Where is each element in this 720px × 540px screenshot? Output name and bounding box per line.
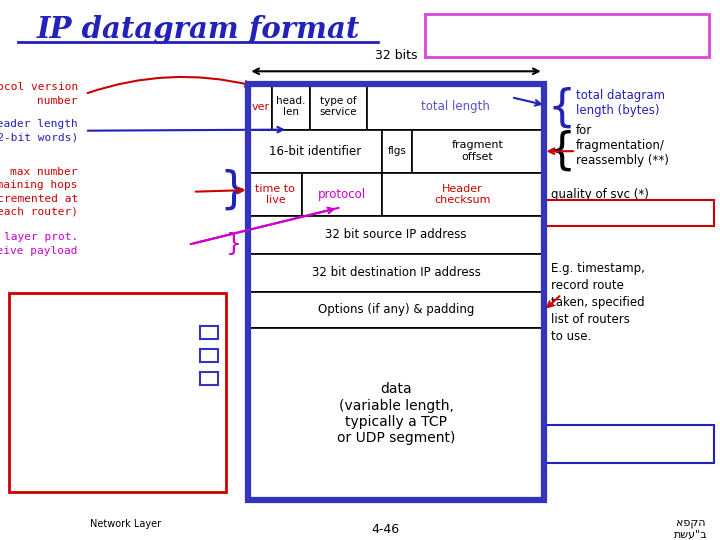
Bar <box>248 216 544 254</box>
Text: total length: total length <box>421 100 490 113</box>
Text: quality of svc (*): quality of svc (*) <box>551 188 649 201</box>
Bar <box>9 293 226 492</box>
Text: 16-bit identifier: 16-bit identifier <box>269 145 361 158</box>
Text: 32 bit destination IP address: 32 bit destination IP address <box>312 266 480 279</box>
Bar <box>248 292 544 328</box>
Bar <box>248 328 544 500</box>
Text: Options (if any) & padding: Options (if any) & padding <box>318 303 474 316</box>
Bar <box>200 372 218 385</box>
Text: 32 bit source IP address: 32 bit source IP address <box>325 228 467 241</box>
Text: how much overhead
with TCP?: how much overhead with TCP? <box>57 302 178 332</box>
Text: for
fragmentation/
reassembly (**): for fragmentation/ reassembly (**) <box>576 124 669 167</box>
Text: אפקה
תשע"ב: אפקה תשע"ב <box>675 518 708 540</box>
Text: flgs: flgs <box>387 146 406 156</box>
Bar <box>248 254 544 292</box>
Text: max number
remaining hops
(decremented at
each router): max number remaining hops (decremented a… <box>0 167 78 217</box>
Bar <box>248 84 544 500</box>
Text: 20 bytes of TCP: 20 bytes of TCP <box>22 326 128 339</box>
Bar <box>382 130 412 173</box>
Text: 4-46: 4-46 <box>371 523 400 536</box>
Text: fragment
offset: fragment offset <box>451 140 504 162</box>
Text: ver: ver <box>251 102 269 112</box>
Bar <box>200 326 218 339</box>
Bar <box>382 173 544 216</box>
Text: protocol: protocol <box>318 188 366 201</box>
Text: Header
checksum: Header checksum <box>434 184 491 205</box>
Bar <box>248 84 544 130</box>
FancyBboxPatch shape <box>545 200 714 226</box>
Bar <box>272 84 310 130</box>
Text: }: } <box>226 232 242 256</box>
Text: (**) we skip
the details: (**) we skip the details <box>591 430 669 458</box>
Text: data
(variable length,
typically a TCP
or UDP segment): data (variable length, typically a TCP o… <box>337 382 455 445</box>
Text: E.g. timestamp,
record route
taken, specified
list of routers
to use.: E.g. timestamp, record route taken, spec… <box>551 262 644 343</box>
Text: layer overhead: layer overhead <box>22 392 143 404</box>
Bar <box>248 84 272 130</box>
Text: head.
len: head. len <box>276 96 305 117</box>
Bar <box>248 173 302 216</box>
Text: header length
(# of 32-bit words): header length (# of 32-bit words) <box>0 119 78 142</box>
Text: see also Extra slides: see also Extra slides <box>487 28 647 42</box>
Text: IP protocol version
number: IP protocol version number <box>0 83 78 105</box>
Text: {: { <box>547 86 575 130</box>
Text: 32 bits: 32 bits <box>374 49 418 62</box>
FancyBboxPatch shape <box>425 14 709 57</box>
Text: Network Layer: Network Layer <box>91 519 161 529</box>
Bar <box>200 349 218 362</box>
Bar <box>367 84 544 130</box>
Text: which upper layer prot.
should receive payload: which upper layer prot. should receive p… <box>0 233 78 255</box>
Bar <box>302 173 382 216</box>
Text: time to
live: time to live <box>256 184 295 205</box>
Text: + 20 bytes of IP: + 20 bytes of IP <box>22 349 135 362</box>
Text: (*) seldom used: (*) seldom used <box>578 206 682 219</box>
Bar <box>310 84 367 130</box>
Bar <box>412 130 544 173</box>
FancyBboxPatch shape <box>545 425 714 463</box>
Text: {: { <box>547 130 575 173</box>
Bar <box>248 130 382 173</box>
Text: }: } <box>220 168 248 212</box>
Text: type of
service: type of service <box>320 96 357 117</box>
Text: total datagram
length (bytes): total datagram length (bytes) <box>576 89 665 117</box>
Text: = 40 bytes + app: = 40 bytes + app <box>22 373 135 386</box>
Text: IP datagram format: IP datagram format <box>36 15 360 44</box>
